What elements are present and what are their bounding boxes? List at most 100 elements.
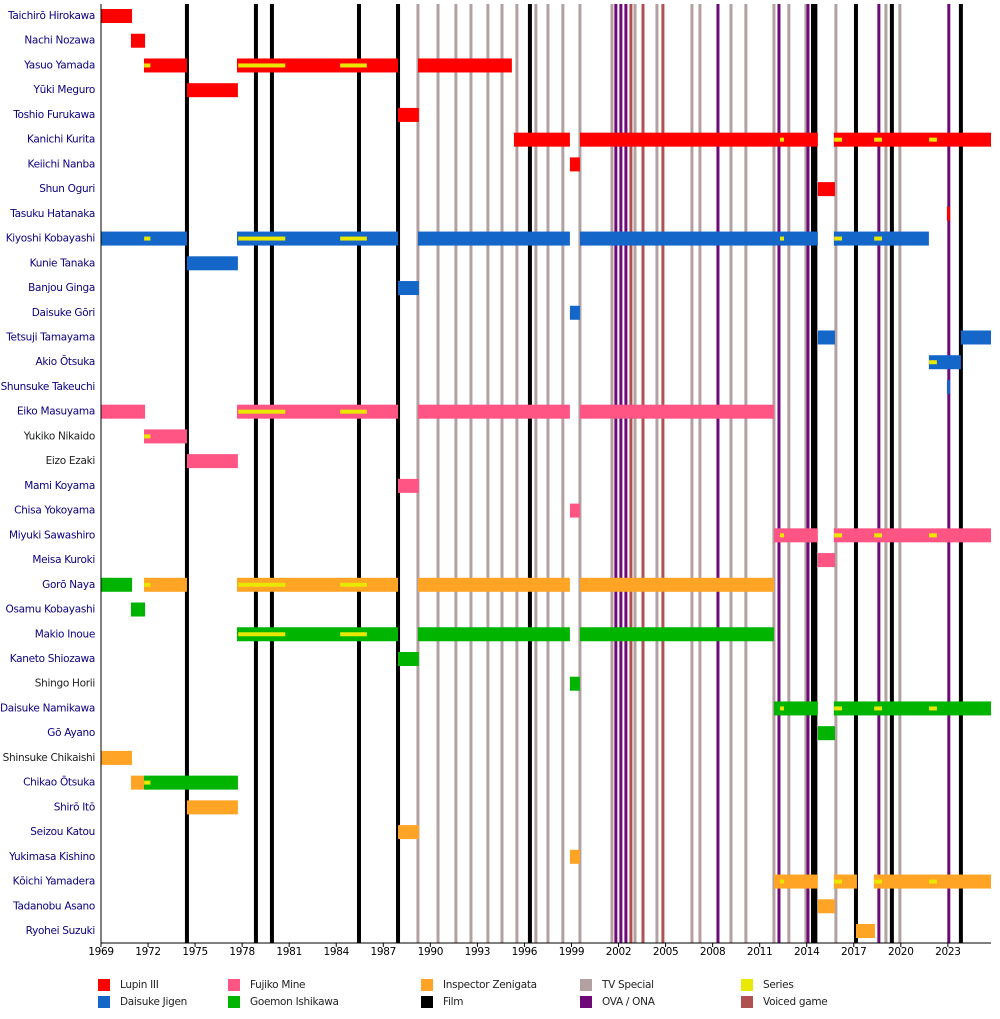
series-mark (874, 706, 883, 711)
series-mark (238, 63, 286, 68)
series-mark (144, 63, 151, 68)
role-bar (398, 478, 419, 493)
series-mark (144, 582, 151, 587)
series-mark (780, 236, 784, 241)
role-bar (569, 849, 580, 864)
role-bar (855, 924, 875, 939)
x-tick-label: 1978 (229, 946, 255, 958)
x-tick-label: 1984 (323, 946, 349, 958)
x-tick-label: 1972 (135, 946, 161, 958)
row-label: Shingo Horii (35, 678, 95, 690)
role-bar (960, 330, 991, 345)
series-mark (780, 137, 784, 142)
role-bar (579, 404, 774, 419)
role-bar (101, 404, 146, 419)
row-label: Taichirō Hirokawa (7, 10, 95, 22)
row-label: Mami Koyama (24, 480, 95, 492)
role-bar (946, 379, 950, 394)
row-label: Banjou Ginga (28, 282, 95, 294)
role-bar (101, 750, 133, 765)
role-bar (236, 577, 399, 592)
series-mark (144, 434, 151, 439)
role-bar (817, 182, 835, 197)
role-bar (143, 429, 187, 444)
row-label: Seizou Katou (30, 826, 95, 838)
series-mark (780, 533, 784, 538)
series-mark (340, 236, 367, 241)
series-mark (929, 879, 937, 884)
row-label: Shun Oguri (39, 183, 95, 195)
row-label: Akio Ōtsuka (36, 355, 95, 368)
legend-swatch (228, 996, 240, 1008)
series-mark (340, 409, 367, 414)
role-bar (569, 676, 580, 691)
legend-label: Daisuke Jigen (120, 996, 187, 1008)
legend-swatch (741, 979, 753, 991)
role-bar (143, 577, 187, 592)
role-bar (817, 726, 835, 741)
role-bar (513, 132, 570, 147)
series-mark (929, 360, 937, 365)
role-bar (186, 256, 238, 271)
legend-label: Lupin III (120, 979, 159, 991)
legend-swatch (580, 996, 592, 1008)
legend-label: Voiced game (763, 996, 827, 1008)
row-label: Daisuke Namikawa (0, 702, 95, 714)
row-label: Chikao Ōtsuka (23, 776, 95, 789)
x-tick-label: 2005 (653, 946, 679, 958)
legend-swatch (98, 979, 110, 991)
role-bar (417, 231, 570, 246)
role-bar (579, 627, 774, 642)
role-bar (417, 404, 570, 419)
series-mark (834, 879, 843, 884)
legend-swatch (741, 996, 753, 1008)
series-mark (238, 632, 286, 637)
legend-label: Series (763, 979, 794, 991)
row-label: Tasuku Hatanaka (9, 208, 95, 220)
role-bar (417, 577, 570, 592)
role-bar (817, 899, 835, 914)
x-tick-label: 1999 (559, 946, 585, 958)
row-label: Toshio Furukawa (12, 109, 95, 121)
series-mark (340, 63, 367, 68)
role-bar (236, 404, 399, 419)
row-label: Shirō Itō (54, 801, 95, 813)
series-mark (874, 879, 883, 884)
legend-swatch (228, 979, 240, 991)
series-mark (874, 533, 883, 538)
role-bar (928, 355, 961, 370)
role-bar (398, 651, 419, 666)
role-bar (236, 231, 399, 246)
role-bar (130, 602, 146, 617)
role-bar (186, 454, 238, 469)
series-mark (780, 706, 784, 711)
role-bar (579, 231, 818, 246)
series-mark (834, 137, 843, 142)
x-tick-label: 2008 (700, 946, 726, 958)
series-mark (340, 582, 367, 587)
row-label: Yūki Meguro (33, 84, 95, 96)
row-label: Kōichi Yamadera (13, 876, 95, 888)
x-tick-label: 2011 (747, 946, 773, 958)
x-tick-label: 1996 (512, 946, 538, 958)
role-bar (773, 528, 818, 543)
legend-label: OVA / ONA (602, 996, 656, 1008)
role-bar (398, 281, 419, 296)
row-label: Keiichi Nanba (28, 158, 95, 170)
role-bar (143, 775, 238, 790)
row-label: Eizo Ezaki (46, 455, 95, 467)
legend-label: Film (443, 996, 463, 1008)
series-mark (780, 879, 784, 884)
role-bar (101, 9, 133, 23)
legend-label: Goemon Ishikawa (250, 996, 339, 1008)
row-label: Yukimasa Kishino (8, 851, 95, 863)
x-tick-label: 1969 (88, 946, 114, 958)
legend-swatch (421, 979, 433, 991)
x-tick-label: 2002 (606, 946, 632, 958)
row-label: Tadanobu Asano (12, 900, 95, 912)
row-label: Miyuki Sawashiro (9, 529, 95, 541)
row-label: Eiko Masuyama (17, 406, 95, 418)
role-bar (143, 58, 187, 73)
role-bar (833, 874, 857, 889)
series-mark (238, 236, 286, 241)
